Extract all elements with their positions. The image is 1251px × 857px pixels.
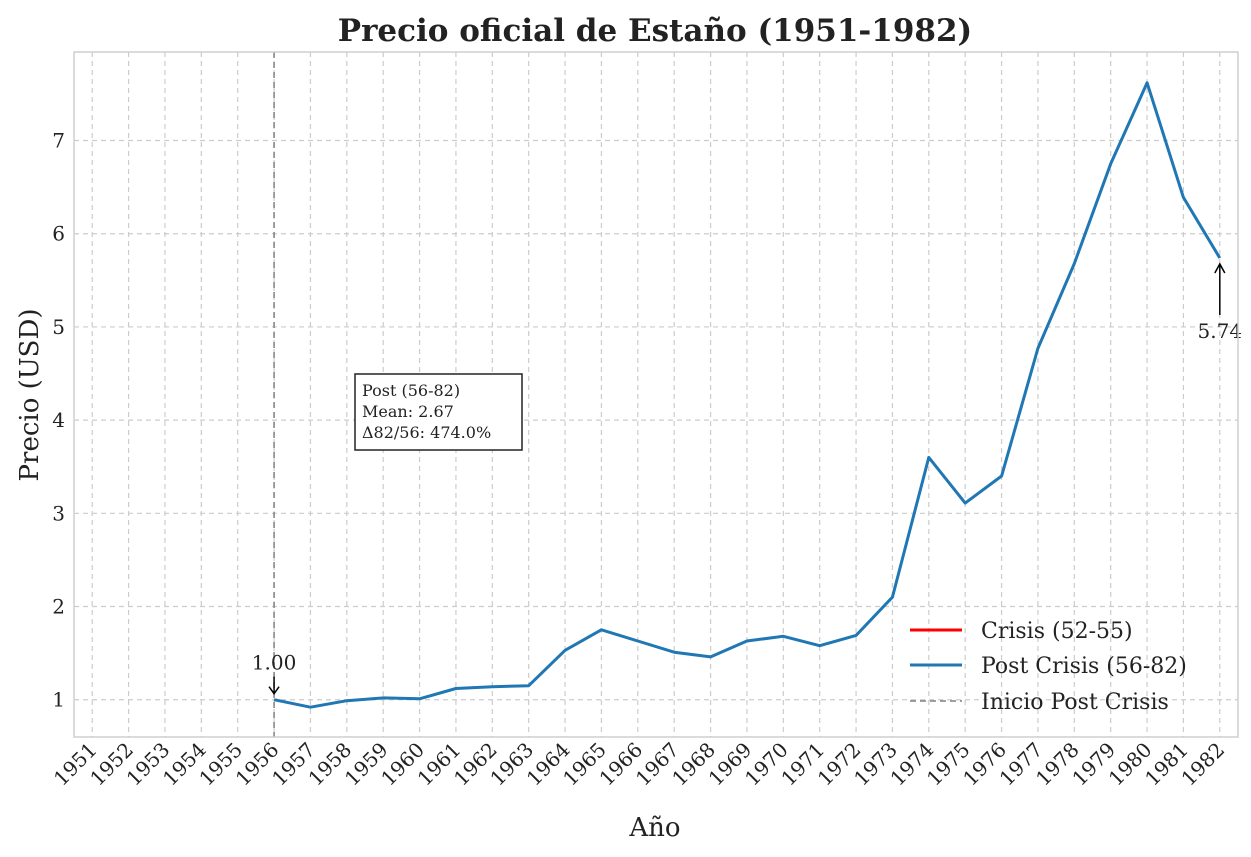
plot-frame xyxy=(73,51,1239,738)
stats-line-2: Mean: 2.67 xyxy=(362,402,454,421)
chart-title: Precio oficial de Estaño (1951-1982) xyxy=(338,13,972,49)
y-axis-label: Precio (USD) xyxy=(15,309,45,482)
legend-label-inicio: Inicio Post Crisis xyxy=(981,690,1169,715)
stats-box: Post (56-82) Mean: 2.67 Δ82/56: 474.0% xyxy=(354,373,523,451)
y-tick-label: 4 xyxy=(52,408,65,432)
stats-line-1: Post (56-82) xyxy=(362,381,460,400)
legend-label-post-crisis: Post Crisis (56-82) xyxy=(981,654,1187,679)
y-tick-label: 1 xyxy=(52,688,65,712)
y-tick-label: 6 xyxy=(52,222,65,246)
stats-line-3: Δ82/56: 474.0% xyxy=(362,423,491,442)
stats-box-frame xyxy=(354,373,523,451)
legend: Crisis (52-55) Post Crisis (56-82) Inici… xyxy=(910,619,1187,715)
annotation-label: 5.74 xyxy=(1198,319,1243,343)
annotation-arrowhead xyxy=(1214,262,1226,274)
series-line-1 xyxy=(273,81,1222,709)
y-tick-label: 7 xyxy=(52,129,65,153)
annotation-arrowhead xyxy=(268,686,280,696)
legend-label-crisis: Crisis (52-55) xyxy=(981,619,1133,644)
annotation-layer: 1.00 5.74 xyxy=(252,262,1243,696)
y-tick-label: 3 xyxy=(52,501,65,525)
annotation-1: 5.74 xyxy=(1198,262,1243,343)
annotation-label: 1.00 xyxy=(252,651,297,675)
grid xyxy=(74,52,1238,737)
y-tick-label: 2 xyxy=(52,595,65,619)
y-tick-labels: 1 2 3 4 5 6 7 xyxy=(52,129,65,712)
x-axis-label: Año xyxy=(628,813,680,843)
y-tick-label: 5 xyxy=(52,315,65,339)
series-layer xyxy=(273,81,1222,709)
annotation-0: 1.00 xyxy=(252,651,297,696)
